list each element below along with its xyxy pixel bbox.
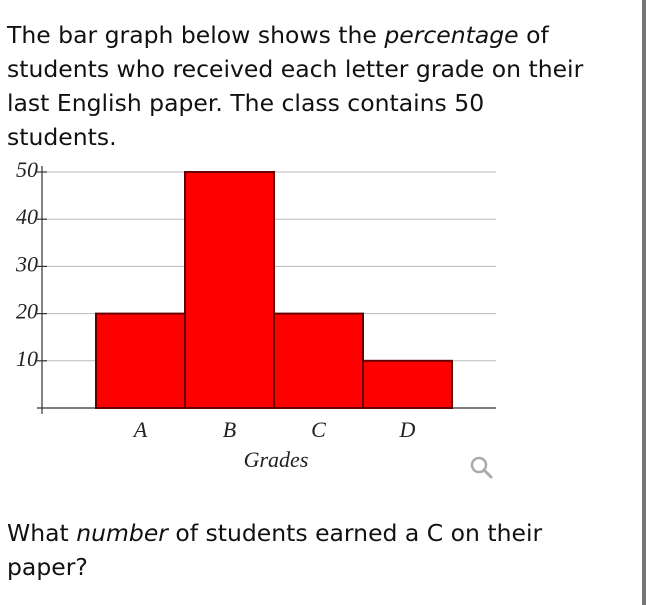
text: What [7, 519, 77, 547]
y-tick-label: 20 [16, 299, 38, 324]
scrollbar [642, 0, 646, 605]
x-tick-label: B [223, 417, 236, 442]
bar [184, 171, 275, 409]
bar [362, 359, 453, 410]
text: The bar graph below shows the [7, 21, 385, 49]
y-tick-label: 10 [16, 346, 38, 371]
x-axis-label: Grades [244, 447, 309, 472]
bar [273, 312, 364, 410]
y-tick-label: 50 [16, 157, 38, 182]
y-tick-label: 30 [15, 251, 38, 276]
intro-text: The bar graph below shows the percentage… [7, 18, 587, 154]
emphasis: percentage [384, 21, 519, 49]
x-tick-label: C [311, 417, 326, 442]
chart: Grades 10 20 30 40 50 A B C D [15, 157, 496, 479]
question-text: What number of students earned a C on th… [7, 516, 587, 584]
text: of students earned a C on their paper? [7, 519, 543, 581]
text: of students who received each letter gra… [7, 21, 584, 151]
bar [95, 312, 186, 410]
x-tick-label: D [399, 417, 416, 442]
emphasis: number [76, 519, 168, 547]
zoom-icon[interactable] [470, 456, 493, 479]
x-tick-label: A [132, 417, 148, 442]
y-tick-label: 40 [16, 204, 38, 229]
